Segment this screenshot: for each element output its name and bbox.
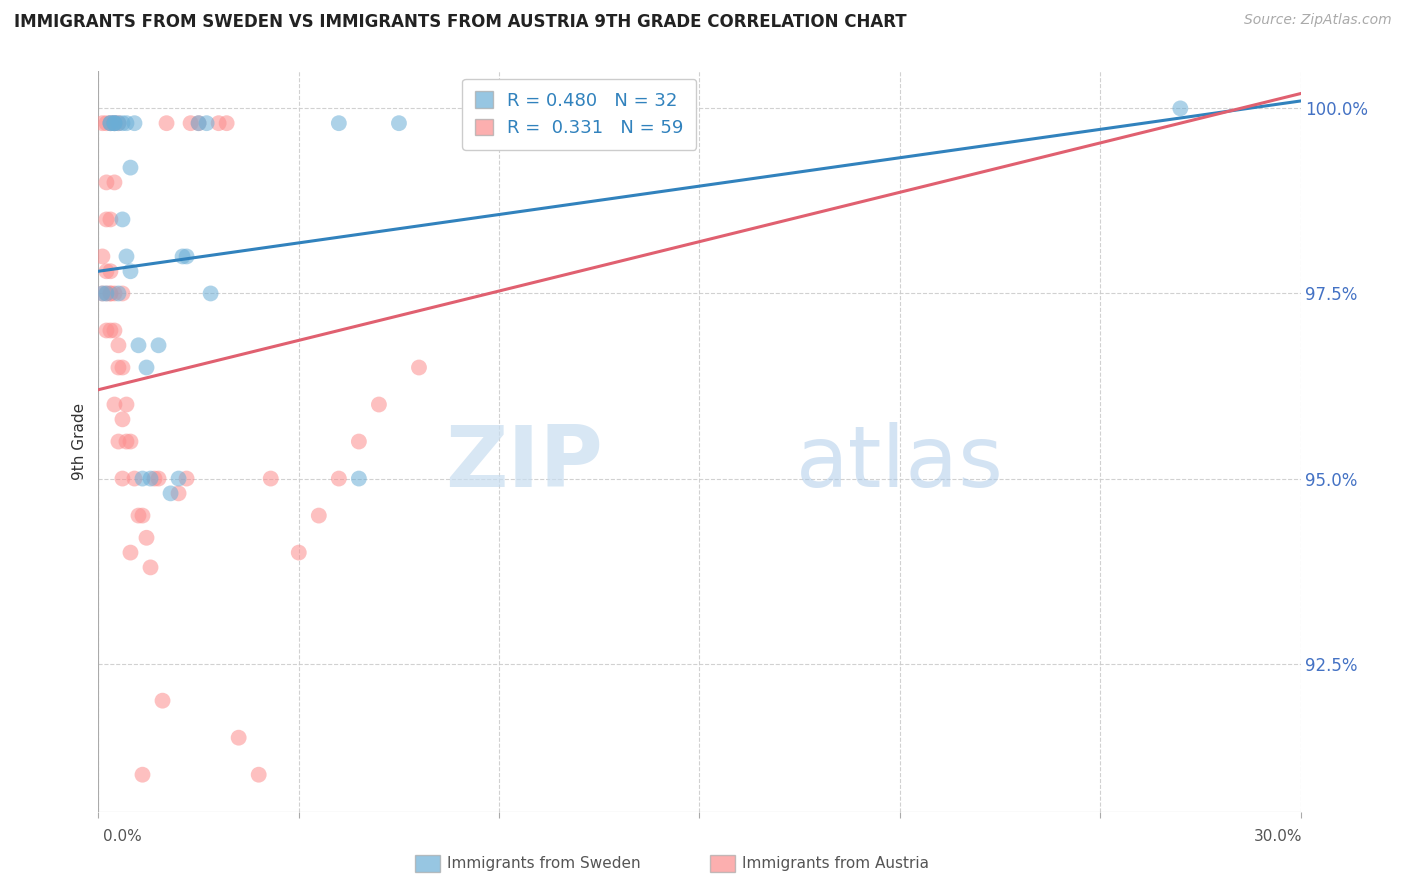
Point: [120, 161, 142, 175]
Point: [111, 360, 134, 375]
Point: [143, 472, 166, 486]
Point: [187, 116, 209, 130]
Point: [180, 116, 202, 130]
Text: IMMIGRANTS FROM SWEDEN VS IMMIGRANTS FROM AUSTRIA 9TH GRADE CORRELATION CHART: IMMIGRANTS FROM SWEDEN VS IMMIGRANTS FRO…: [14, 13, 907, 31]
Point: [96, 264, 118, 278]
Point: [96, 212, 118, 227]
Point: [96, 116, 118, 130]
Point: [124, 472, 146, 486]
Point: [111, 212, 134, 227]
Point: [115, 397, 138, 411]
Point: [135, 531, 157, 545]
Point: [96, 323, 118, 337]
Point: [96, 175, 118, 189]
Point: [159, 486, 181, 500]
Text: atlas: atlas: [796, 422, 1004, 505]
Point: [308, 508, 330, 523]
Point: [91, 286, 114, 301]
Point: [111, 286, 134, 301]
Point: [107, 286, 129, 301]
Point: [103, 116, 125, 130]
Point: [176, 249, 198, 263]
Point: [1170, 101, 1192, 115]
Point: [100, 323, 122, 337]
Text: Source: ZipAtlas.com: Source: ZipAtlas.com: [1244, 13, 1392, 28]
Point: [91, 249, 114, 263]
Point: [347, 434, 370, 449]
Point: [96, 286, 118, 301]
Point: [200, 286, 222, 301]
Point: [103, 116, 125, 130]
Point: [368, 397, 391, 411]
Point: [131, 768, 153, 782]
Point: [100, 116, 122, 130]
Point: [167, 486, 190, 500]
Point: [124, 116, 146, 130]
Point: [131, 508, 153, 523]
Point: [139, 472, 162, 486]
Point: [128, 508, 150, 523]
Text: Immigrants from Sweden: Immigrants from Sweden: [447, 856, 641, 871]
Point: [107, 116, 129, 130]
Text: Immigrants from Austria: Immigrants from Austria: [742, 856, 929, 871]
Point: [215, 116, 238, 130]
Text: ZIP: ZIP: [446, 422, 603, 505]
Point: [388, 116, 411, 130]
Point: [107, 338, 129, 352]
Point: [111, 412, 134, 426]
Point: [96, 286, 118, 301]
Point: [347, 472, 370, 486]
Point: [103, 116, 125, 130]
Point: [195, 116, 218, 130]
Point: [107, 434, 129, 449]
Point: [328, 116, 350, 130]
Point: [120, 264, 142, 278]
Point: [148, 338, 170, 352]
Point: [120, 434, 142, 449]
Point: [115, 434, 138, 449]
Point: [103, 175, 125, 189]
Point: [120, 546, 142, 560]
Legend: R = 0.480   N = 32, R =  0.331   N = 59: R = 0.480 N = 32, R = 0.331 N = 59: [463, 78, 696, 150]
Point: [408, 360, 430, 375]
Point: [100, 116, 122, 130]
Point: [172, 249, 194, 263]
Text: 30.0%: 30.0%: [1254, 830, 1302, 844]
Point: [100, 212, 122, 227]
Point: [328, 472, 350, 486]
Point: [100, 264, 122, 278]
Point: [152, 694, 174, 708]
Text: 0.0%: 0.0%: [103, 830, 142, 844]
Point: [103, 323, 125, 337]
Point: [91, 286, 114, 301]
Point: [187, 116, 209, 130]
Point: [260, 472, 283, 486]
Point: [176, 472, 198, 486]
Point: [155, 116, 177, 130]
Point: [91, 116, 114, 130]
Point: [103, 397, 125, 411]
Point: [208, 116, 231, 130]
Point: [103, 286, 125, 301]
Point: [167, 472, 190, 486]
Point: [115, 116, 138, 130]
Point: [107, 360, 129, 375]
Point: [115, 249, 138, 263]
Point: [111, 116, 134, 130]
Point: [135, 360, 157, 375]
Point: [107, 116, 129, 130]
Point: [100, 286, 122, 301]
Point: [139, 560, 162, 574]
Point: [128, 338, 150, 352]
Point: [103, 116, 125, 130]
Point: [100, 286, 122, 301]
Point: [288, 546, 311, 560]
Y-axis label: 9th Grade: 9th Grade: [72, 403, 87, 480]
Point: [100, 116, 122, 130]
Point: [148, 472, 170, 486]
Point: [228, 731, 250, 745]
Point: [111, 472, 134, 486]
Point: [131, 472, 153, 486]
Point: [247, 768, 270, 782]
